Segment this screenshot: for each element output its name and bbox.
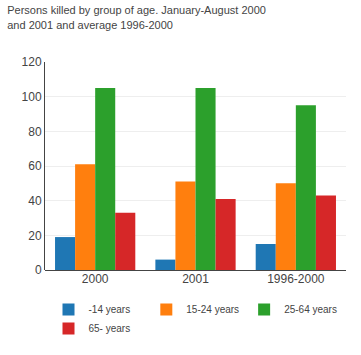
svg-text:2000: 2000 (82, 272, 109, 286)
svg-text:0: 0 (35, 263, 42, 277)
svg-text:100: 100 (22, 90, 42, 104)
svg-text:40: 40 (28, 194, 42, 208)
svg-text:2001: 2001 (182, 272, 209, 286)
svg-text:15-24 years: 15-24 years (186, 304, 239, 315)
svg-text:65- years: 65- years (89, 323, 131, 334)
svg-text:1996-2000: 1996-2000 (267, 272, 325, 286)
svg-text:80: 80 (28, 125, 42, 139)
svg-text:60: 60 (28, 159, 42, 173)
svg-text:25-64 years: 25-64 years (284, 304, 337, 315)
svg-text:Persons killed by group of age: Persons killed by group of age. January-… (7, 4, 266, 30)
svg-text:-14 years: -14 years (89, 304, 131, 315)
svg-text:120: 120 (22, 55, 42, 69)
svg-text:20: 20 (28, 229, 42, 243)
